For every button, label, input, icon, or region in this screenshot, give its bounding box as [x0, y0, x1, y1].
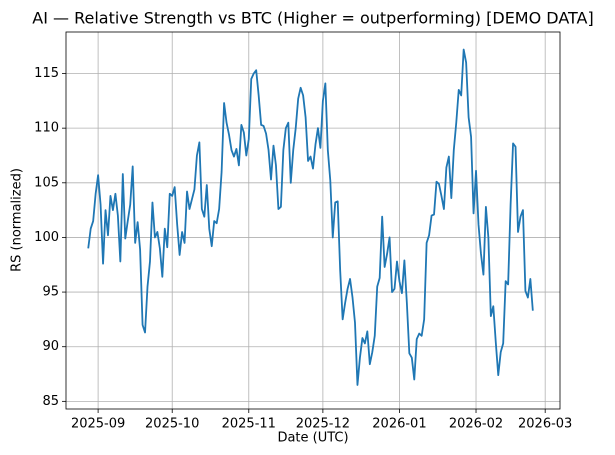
y-tick-label: 100 — [34, 230, 59, 245]
y-tick-label: 115 — [34, 66, 59, 81]
x-tick-label: 2026-03 — [518, 417, 572, 432]
x-tick-label: 2025-11 — [222, 417, 276, 432]
y-tick-label: 110 — [34, 121, 59, 136]
chart-title: AI — Relative Strength vs BTC (Higher = … — [32, 9, 594, 28]
x-tick-label: 2026-02 — [449, 417, 503, 432]
x-tick-label: 2026-01 — [372, 417, 426, 432]
y-tick-label: 95 — [42, 285, 59, 300]
plot-frame — [65, 31, 561, 410]
y-axis-label: RS (normalized) — [10, 168, 25, 272]
line — [87, 48, 534, 386]
y-tick-label: 90 — [42, 339, 59, 354]
y-tick-label: 105 — [34, 175, 59, 190]
x-tick-label: 2025-12 — [296, 417, 350, 432]
y-tick-label: 85 — [42, 394, 59, 409]
x-tick-label: 2025-09 — [71, 417, 125, 432]
x-tick-label: 2025-10 — [145, 417, 199, 432]
x-axis-label: Date (UTC) — [277, 431, 348, 446]
